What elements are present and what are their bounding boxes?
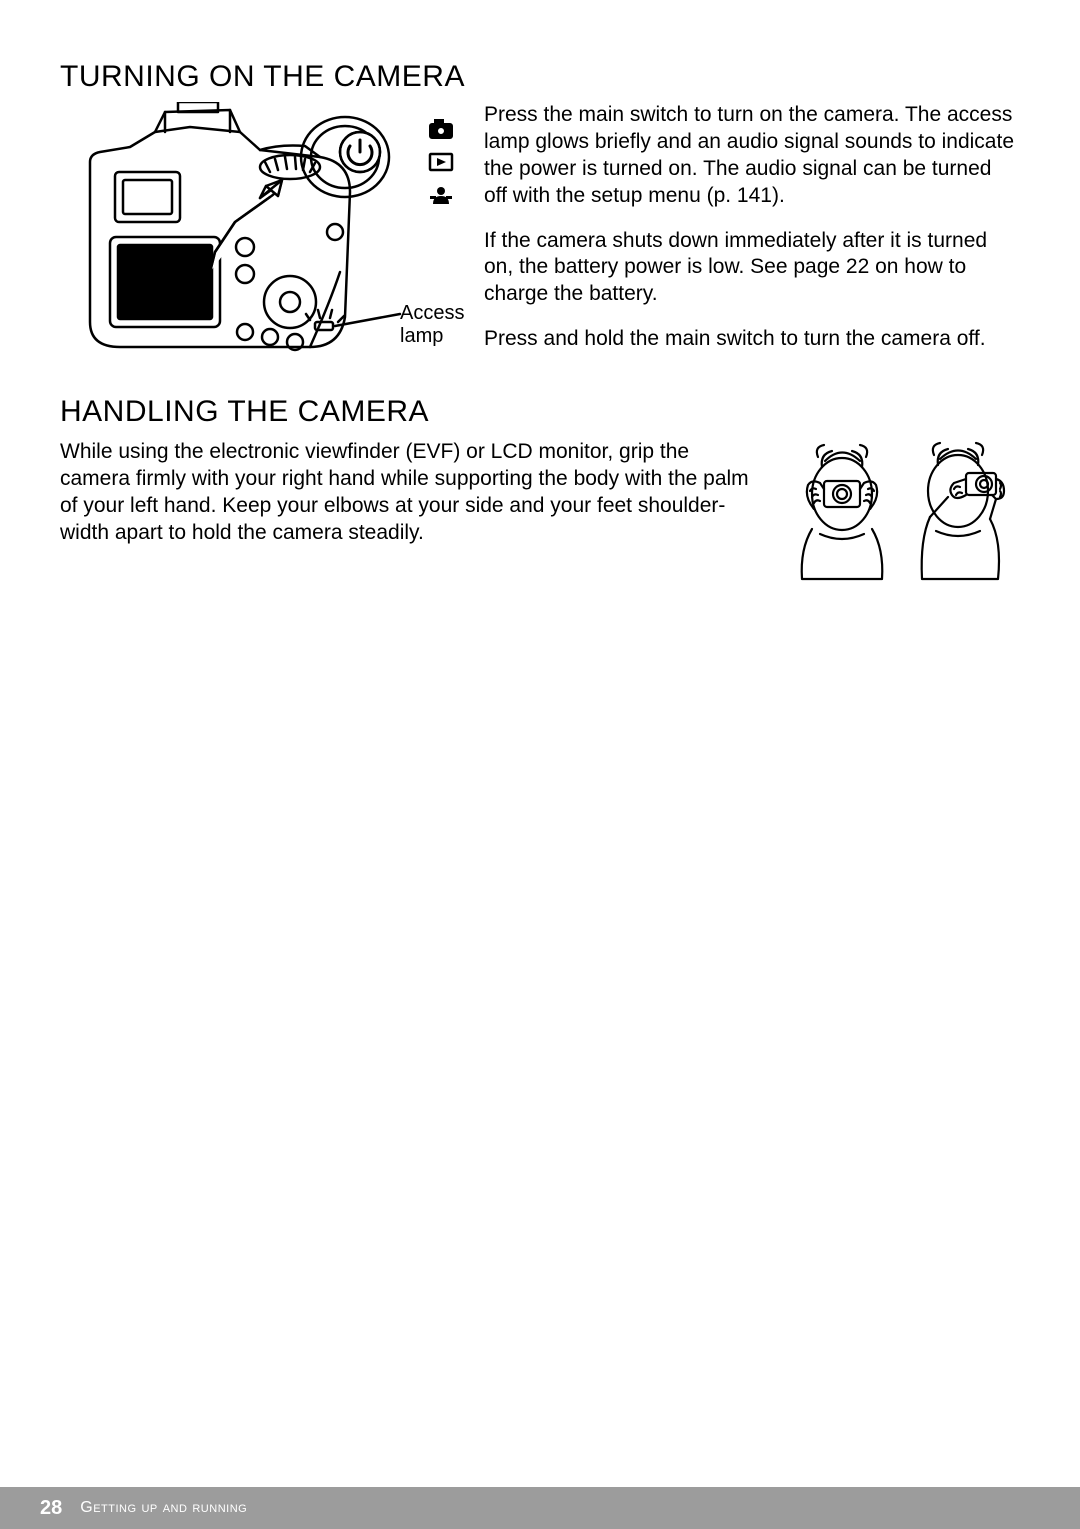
page-number: 28	[40, 1497, 62, 1520]
row-handling: While using the electronic viewfinder (E…	[60, 439, 1020, 594]
section-handling: HANDLING THE CAMERA While using the elec…	[60, 395, 1020, 594]
access-lamp-label: Access lamp	[400, 302, 464, 348]
footer-chapter: Getting up and running	[80, 1499, 247, 1517]
row-turning-on: Access lamp Press the main switch to tur…	[60, 102, 1020, 371]
p-turning-on-3: Press and hold the main switch to turn t…	[484, 326, 1020, 353]
access-lamp-label-line2: lamp	[400, 325, 443, 347]
p-turning-on-2: If the camera shuts down immediately aft…	[484, 228, 1020, 309]
heading-turning-on: TURNING ON THE CAMERA	[60, 60, 1020, 94]
heading-handling: HANDLING THE CAMERA	[60, 395, 1020, 429]
p-handling-1: While using the electronic viewfinder (E…	[60, 439, 756, 547]
p-turning-on-1: Press the main switch to turn on the cam…	[484, 102, 1020, 210]
section-turning-on: TURNING ON THE CAMERA	[60, 60, 1020, 371]
page: TURNING ON THE CAMERA	[0, 0, 1080, 1529]
access-lamp-label-line1: Access	[400, 302, 464, 324]
text-handling: While using the electronic viewfinder (E…	[60, 439, 756, 547]
handling-illustration	[780, 439, 1020, 589]
camera-figure: Access lamp	[60, 102, 460, 371]
page-footer: 28 Getting up and running	[0, 1487, 1080, 1529]
handling-figure	[780, 439, 1020, 594]
text-turning-on: Press the main switch to turn on the cam…	[484, 102, 1020, 371]
